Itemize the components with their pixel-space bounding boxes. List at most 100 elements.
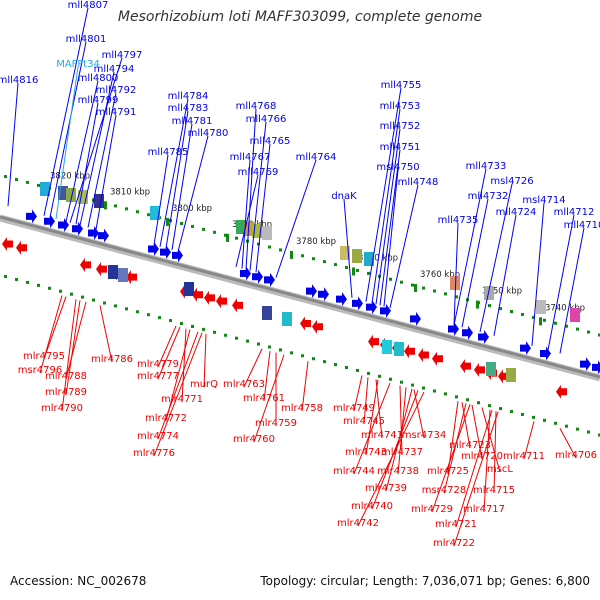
- reverse-gene-label-leader: [353, 382, 391, 475]
- reverse-track-dot: [532, 415, 535, 419]
- forward-gene-label: mll4780: [188, 128, 229, 139]
- forward-track-dot: [587, 330, 590, 334]
- scale-label: 3740 kbp: [545, 303, 585, 313]
- reverse-gene: [16, 240, 27, 255]
- forward-gene-label: mll4755: [381, 80, 422, 91]
- reverse-track-dot: [565, 424, 568, 428]
- forward-gene-label: mll4712: [554, 207, 595, 218]
- reverse-gene-label: mlr4715: [473, 485, 515, 496]
- reverse-track-dot: [4, 275, 7, 279]
- reverse-gene-label: mlr4721: [435, 519, 477, 530]
- reverse-track-dot: [400, 380, 403, 384]
- reverse-track-dot: [81, 295, 84, 299]
- reverse-gene-label-leader: [243, 348, 263, 388]
- reverse-track-dot: [147, 313, 150, 317]
- feature-block: [394, 342, 404, 356]
- feature-block: [262, 226, 272, 240]
- forward-gene-label-leader: [7, 82, 19, 207]
- reverse-gene-label-leader: [157, 326, 181, 380]
- forward-track-dot: [4, 175, 7, 179]
- reverse-track-dot: [290, 351, 293, 355]
- scale-tick: [166, 217, 169, 226]
- reverse-gene-label: mscL: [487, 464, 513, 475]
- reverse-gene-label: mlr4706: [555, 450, 597, 461]
- reverse-track-dot: [37, 283, 40, 287]
- forward-gene-label: msl4714: [522, 195, 565, 206]
- forward-gene-label: mll4768: [236, 101, 277, 112]
- forward-gene-label-leader: [255, 143, 271, 273]
- forward-track-dot: [114, 204, 117, 208]
- reverse-gene-label: murQ: [190, 379, 218, 390]
- reverse-gene-label: mlr4790: [41, 403, 83, 414]
- forward-gene-label: mll4800: [78, 73, 119, 84]
- reverse-gene: [556, 384, 567, 399]
- forward-gene-label-leader: [249, 121, 267, 271]
- reverse-gene-label-leader: [263, 350, 271, 402]
- forward-gene-label-leader: [177, 135, 209, 252]
- forward-gene-label: mll4752: [380, 121, 421, 132]
- feature-block: [252, 224, 262, 238]
- forward-gene-label: mll4724: [496, 207, 537, 218]
- forward-track-dot: [422, 286, 425, 290]
- reverse-gene-label: mlr4774: [137, 431, 179, 442]
- feature-block: [570, 308, 580, 322]
- reverse-gene-label: msr4728: [422, 485, 467, 496]
- reverse-track-dot: [576, 427, 579, 431]
- reverse-gene-label: mlr4777: [137, 371, 179, 382]
- scale-label: 3820 kbp: [50, 171, 90, 181]
- forward-track-dot: [367, 271, 370, 275]
- forward-track-dot: [521, 312, 524, 316]
- reverse-gene-label: mlr4763: [223, 379, 265, 390]
- forward-gene-label: mll4797: [102, 50, 143, 61]
- reverse-gene-label-leader: [181, 328, 187, 403]
- forward-gene: [366, 300, 377, 315]
- reverse-gene-label: mlr4776: [133, 448, 175, 459]
- feature-block: [486, 362, 496, 376]
- reverse-gene-label-leader: [61, 299, 77, 412]
- reverse-gene-label: mlr4729: [411, 504, 453, 515]
- scale-tick: [476, 300, 479, 309]
- feature-block: [506, 368, 516, 382]
- reverse-gene-label: mlr4760: [233, 434, 275, 445]
- reverse-track-dot: [59, 289, 62, 293]
- forward-gene-label-leader: [65, 80, 99, 222]
- forward-gene: [540, 346, 551, 361]
- reverse-gene-label-leader: [483, 409, 491, 513]
- reverse-gene-label: mlr4738: [377, 466, 419, 477]
- forward-gene-label-leader: [479, 183, 513, 333]
- reverse-gene-label-leader: [353, 375, 363, 412]
- forward-gene: [592, 360, 600, 375]
- scale-tick: [104, 201, 107, 210]
- reverse-gene-label: mlr4737: [381, 447, 423, 458]
- reverse-gene-label-leader: [65, 301, 87, 380]
- feature-block: [58, 186, 68, 200]
- reverse-gene-label-leader: [39, 295, 63, 374]
- forward-gene-label-leader: [95, 114, 117, 230]
- reverse-track-dot: [587, 430, 590, 434]
- forward-gene-label: mll4710: [564, 220, 600, 231]
- reverse-gene: [418, 347, 429, 362]
- reverse-gene-label: mlr4771: [161, 394, 203, 405]
- scale-label: 3760 kbp: [420, 270, 460, 280]
- reverse-gene-label-leader: [65, 300, 81, 396]
- reverse-gene: [300, 316, 311, 331]
- forward-gene-label: mll4801: [66, 34, 107, 45]
- feature-block: [94, 194, 104, 208]
- feature-block: [364, 252, 374, 266]
- feature-block: [236, 220, 246, 234]
- reverse-gene-label: mlr4745: [343, 416, 385, 427]
- forward-track-dot: [136, 210, 139, 214]
- forward-track-dot: [455, 295, 458, 299]
- forward-gene-label: msl4750: [376, 162, 419, 173]
- reverse-gene: [96, 262, 107, 277]
- reverse-gene-label-leader: [153, 332, 203, 457]
- reverse-track-dot: [213, 330, 216, 334]
- reverse-gene: [368, 334, 379, 349]
- forward-gene: [72, 221, 83, 236]
- feature-block: [40, 182, 50, 196]
- feature-block: [484, 286, 494, 300]
- reverse-gene-label: mlr4741: [361, 430, 403, 441]
- reverse-track-dot: [389, 377, 392, 381]
- reverse-track-dot: [312, 357, 315, 361]
- reverse-track-dot: [554, 421, 557, 425]
